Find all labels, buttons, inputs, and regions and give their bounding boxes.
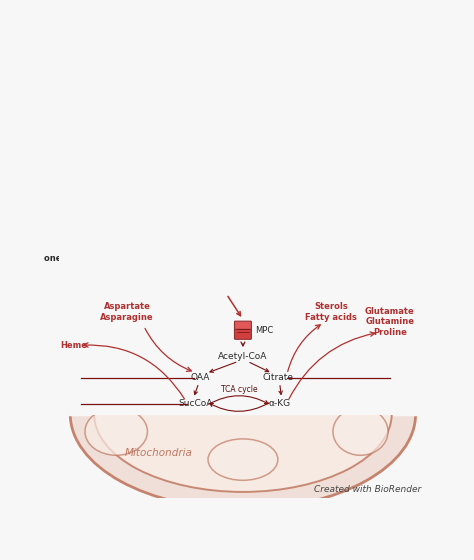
Text: Heme: Heme (61, 341, 87, 350)
Text: Serine, glycine,
one-carbon metabolism: Serine, glycine, one-carbon metabolism (44, 244, 155, 263)
Ellipse shape (333, 408, 388, 455)
Text: Glycerol: Glycerol (76, 214, 116, 223)
Text: Mitochondria: Mitochondria (125, 448, 192, 458)
Text: SucCoA: SucCoA (178, 399, 212, 408)
Bar (59, 286, 427, 415)
Text: DHAP: DHAP (168, 214, 193, 223)
Text: MCT: MCT (344, 125, 363, 134)
Text: NADH/H⁺: NADH/H⁺ (231, 258, 263, 265)
Text: Glucose: Glucose (209, 101, 245, 110)
Bar (59, 67, 427, 414)
Text: Glutamate
Glutamine
Proline: Glutamate Glutamine Proline (365, 307, 415, 337)
Text: 3PG: 3PG (241, 249, 259, 258)
Text: Hexosamines: Hexosamines (76, 170, 138, 179)
Ellipse shape (208, 439, 278, 480)
Ellipse shape (94, 337, 392, 492)
Text: GLUT: GLUT (240, 126, 262, 135)
Bar (59, 285, 427, 414)
Text: Created with BioRender: Created with BioRender (314, 486, 421, 494)
FancyBboxPatch shape (325, 112, 341, 125)
Text: Fructose-1,6-biP: Fructose-1,6-biP (190, 192, 263, 201)
Text: α-KG: α-KG (269, 399, 291, 408)
Ellipse shape (85, 408, 147, 455)
Text: Fructose-6P: Fructose-6P (200, 170, 253, 179)
Text: GA3P: GA3P (238, 214, 263, 223)
Text: Glucose: Glucose (209, 101, 245, 110)
Text: NADH/H⁺: NADH/H⁺ (261, 233, 292, 240)
Text: Citrate: Citrate (262, 373, 293, 382)
Text: Pyruvate: Pyruvate (206, 283, 246, 292)
Text: MPC: MPC (255, 326, 273, 335)
FancyBboxPatch shape (217, 123, 236, 137)
Text: Lactate: Lactate (316, 283, 350, 292)
FancyBboxPatch shape (325, 123, 341, 136)
Bar (59, 118, 427, 130)
FancyBboxPatch shape (235, 329, 251, 339)
Ellipse shape (70, 319, 416, 509)
Text: OAA: OAA (191, 373, 210, 382)
Text: NAD⁺: NAD⁺ (255, 258, 274, 264)
Text: Acetyl-CoA: Acetyl-CoA (218, 352, 268, 361)
Text: Lactate: Lactate (316, 101, 350, 110)
Text: Aspartate
Asparagine: Aspartate Asparagine (100, 302, 154, 322)
FancyBboxPatch shape (235, 321, 251, 331)
FancyBboxPatch shape (217, 111, 236, 125)
Text: TCA cycle: TCA cycle (221, 385, 257, 394)
Text: Sterols
Fatty acids: Sterols Fatty acids (305, 302, 357, 322)
Text: NAD⁺: NAD⁺ (261, 226, 280, 231)
Text: Pentose-phosphate
pathway: Pentose-phosphate pathway (61, 144, 153, 163)
Text: Glucose-6P: Glucose-6P (201, 149, 252, 158)
